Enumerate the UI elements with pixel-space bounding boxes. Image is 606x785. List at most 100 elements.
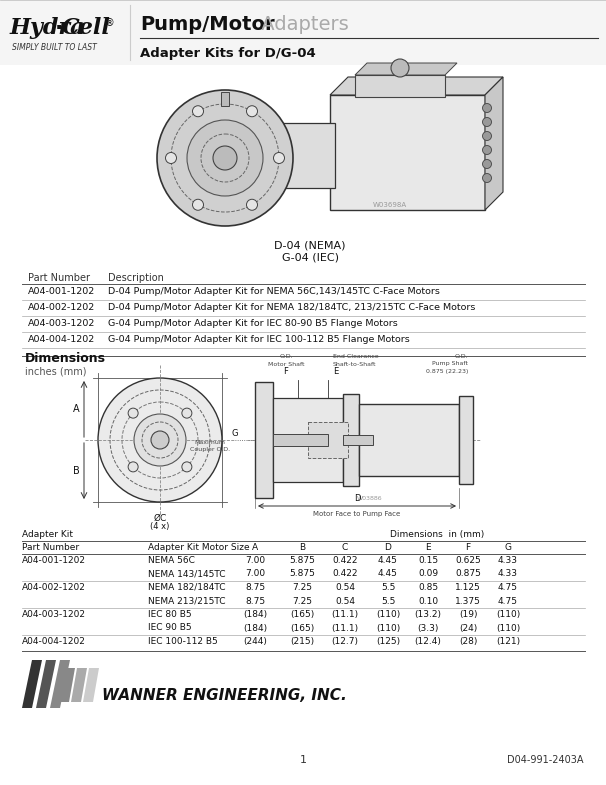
Bar [330, 95, 485, 210]
Text: 8.75: 8.75 [245, 597, 265, 605]
Bar [459, 396, 473, 484]
Circle shape [182, 408, 192, 418]
Text: 5.5: 5.5 [381, 583, 395, 592]
Bar [221, 92, 229, 106]
Bar [273, 398, 343, 482]
Text: SIMPLY BUILT TO LAST: SIMPLY BUILT TO LAST [12, 43, 97, 53]
Text: inches (mm): inches (mm) [25, 367, 87, 377]
Text: Adapter Kits for D/G-04: Adapter Kits for D/G-04 [140, 46, 316, 60]
Polygon shape [330, 77, 503, 95]
Text: IEC 80 B5: IEC 80 B5 [148, 610, 191, 619]
Text: (12.4): (12.4) [415, 637, 441, 646]
Text: 0.09: 0.09 [418, 569, 438, 579]
Text: G: G [231, 429, 238, 439]
Bar [359, 404, 459, 476]
Text: WANNER ENGINEERING, INC.: WANNER ENGINEERING, INC. [102, 688, 347, 703]
Text: ·: · [55, 18, 64, 38]
Circle shape [482, 132, 491, 141]
Text: (244): (244) [243, 637, 267, 646]
Text: Adapter Kit: Adapter Kit [22, 530, 73, 539]
Circle shape [98, 378, 222, 502]
Text: 0.15: 0.15 [418, 556, 438, 565]
Text: (28): (28) [459, 637, 477, 646]
Text: A: A [252, 543, 258, 552]
Text: (165): (165) [290, 623, 314, 633]
Text: 7.00: 7.00 [245, 556, 265, 565]
Text: W03698A: W03698A [373, 202, 407, 208]
Text: 1.125: 1.125 [455, 583, 481, 592]
Text: (110): (110) [496, 610, 520, 619]
Text: (121): (121) [496, 637, 520, 646]
Polygon shape [71, 668, 87, 702]
Text: 4.75: 4.75 [498, 583, 518, 592]
Text: Shaft-to-Shaft: Shaft-to-Shaft [333, 362, 376, 367]
Text: C: C [342, 543, 348, 552]
Text: IEC 90 B5: IEC 90 B5 [148, 623, 191, 633]
Text: 5.5: 5.5 [381, 597, 395, 605]
Text: End Clearance: End Clearance [333, 355, 379, 360]
Text: Motor Face to Pump Face: Motor Face to Pump Face [313, 511, 401, 517]
Polygon shape [485, 77, 503, 210]
Text: 4.75: 4.75 [498, 597, 518, 605]
Text: A04-003-1202: A04-003-1202 [22, 610, 86, 619]
Text: (13.2): (13.2) [415, 610, 442, 619]
Text: O.D.: O.D. [279, 355, 293, 360]
Circle shape [134, 414, 186, 466]
Text: 7.25: 7.25 [292, 583, 312, 592]
Text: A: A [73, 404, 79, 414]
Text: 7.00: 7.00 [245, 569, 265, 579]
Text: A04-001-1202: A04-001-1202 [28, 287, 95, 297]
Circle shape [482, 159, 491, 169]
Text: NEMA 56C: NEMA 56C [148, 556, 195, 565]
Text: Description: Description [108, 273, 164, 283]
Text: D-04 (NEMA): D-04 (NEMA) [275, 240, 346, 250]
Text: NEMA 143/145TC: NEMA 143/145TC [148, 569, 225, 579]
Text: 0.625: 0.625 [455, 556, 481, 565]
Text: Pump Shaft: Pump Shaft [432, 362, 468, 367]
Text: W03886: W03886 [357, 496, 383, 501]
Circle shape [128, 462, 138, 472]
Text: G: G [505, 543, 511, 552]
Text: (125): (125) [376, 637, 400, 646]
Text: Cell: Cell [62, 17, 111, 39]
Circle shape [193, 199, 204, 210]
Text: IEC 100-112 B5: IEC 100-112 B5 [148, 637, 218, 646]
Text: (11.1): (11.1) [331, 623, 359, 633]
Text: 7.25: 7.25 [292, 597, 312, 605]
Text: (215): (215) [290, 637, 314, 646]
Text: (165): (165) [290, 610, 314, 619]
Polygon shape [355, 63, 457, 75]
Circle shape [273, 152, 284, 163]
Circle shape [193, 106, 204, 117]
Text: D-04 Pump/Motor Adapter Kit for NEMA 182/184TC, 213/215TC C-Face Motors: D-04 Pump/Motor Adapter Kit for NEMA 182… [108, 304, 475, 312]
Text: 5.875: 5.875 [289, 569, 315, 579]
Text: ØC: ØC [153, 514, 167, 523]
Bar [343, 435, 373, 445]
Circle shape [165, 152, 176, 163]
Text: 0.875 (22.23): 0.875 (22.23) [425, 370, 468, 374]
Polygon shape [36, 660, 56, 708]
Circle shape [482, 173, 491, 182]
Circle shape [247, 106, 258, 117]
Text: 8.75: 8.75 [245, 583, 265, 592]
Text: Part Number: Part Number [22, 543, 79, 552]
Text: 0.54: 0.54 [335, 583, 355, 592]
Text: Maximum: Maximum [195, 440, 225, 446]
Text: 1: 1 [299, 755, 307, 765]
Text: (12.7): (12.7) [331, 637, 359, 646]
Text: 5.875: 5.875 [289, 556, 315, 565]
Text: D: D [385, 543, 391, 552]
Text: 4.33: 4.33 [498, 556, 518, 565]
Text: D-04 Pump/Motor Adapter Kit for NEMA 56C,143/145TC C-Face Motors: D-04 Pump/Motor Adapter Kit for NEMA 56C… [108, 287, 440, 297]
Text: B: B [299, 543, 305, 552]
Text: Pump/Motor: Pump/Motor [140, 16, 275, 35]
Circle shape [482, 145, 491, 155]
Text: (110): (110) [496, 623, 520, 633]
Text: A04-001-1202: A04-001-1202 [22, 556, 86, 565]
Text: 0.10: 0.10 [418, 597, 438, 605]
Text: (3.3): (3.3) [418, 623, 439, 633]
Text: (110): (110) [376, 610, 400, 619]
Text: (4 x): (4 x) [150, 522, 170, 531]
Text: Dimensions: Dimensions [25, 352, 106, 364]
Circle shape [182, 462, 192, 472]
